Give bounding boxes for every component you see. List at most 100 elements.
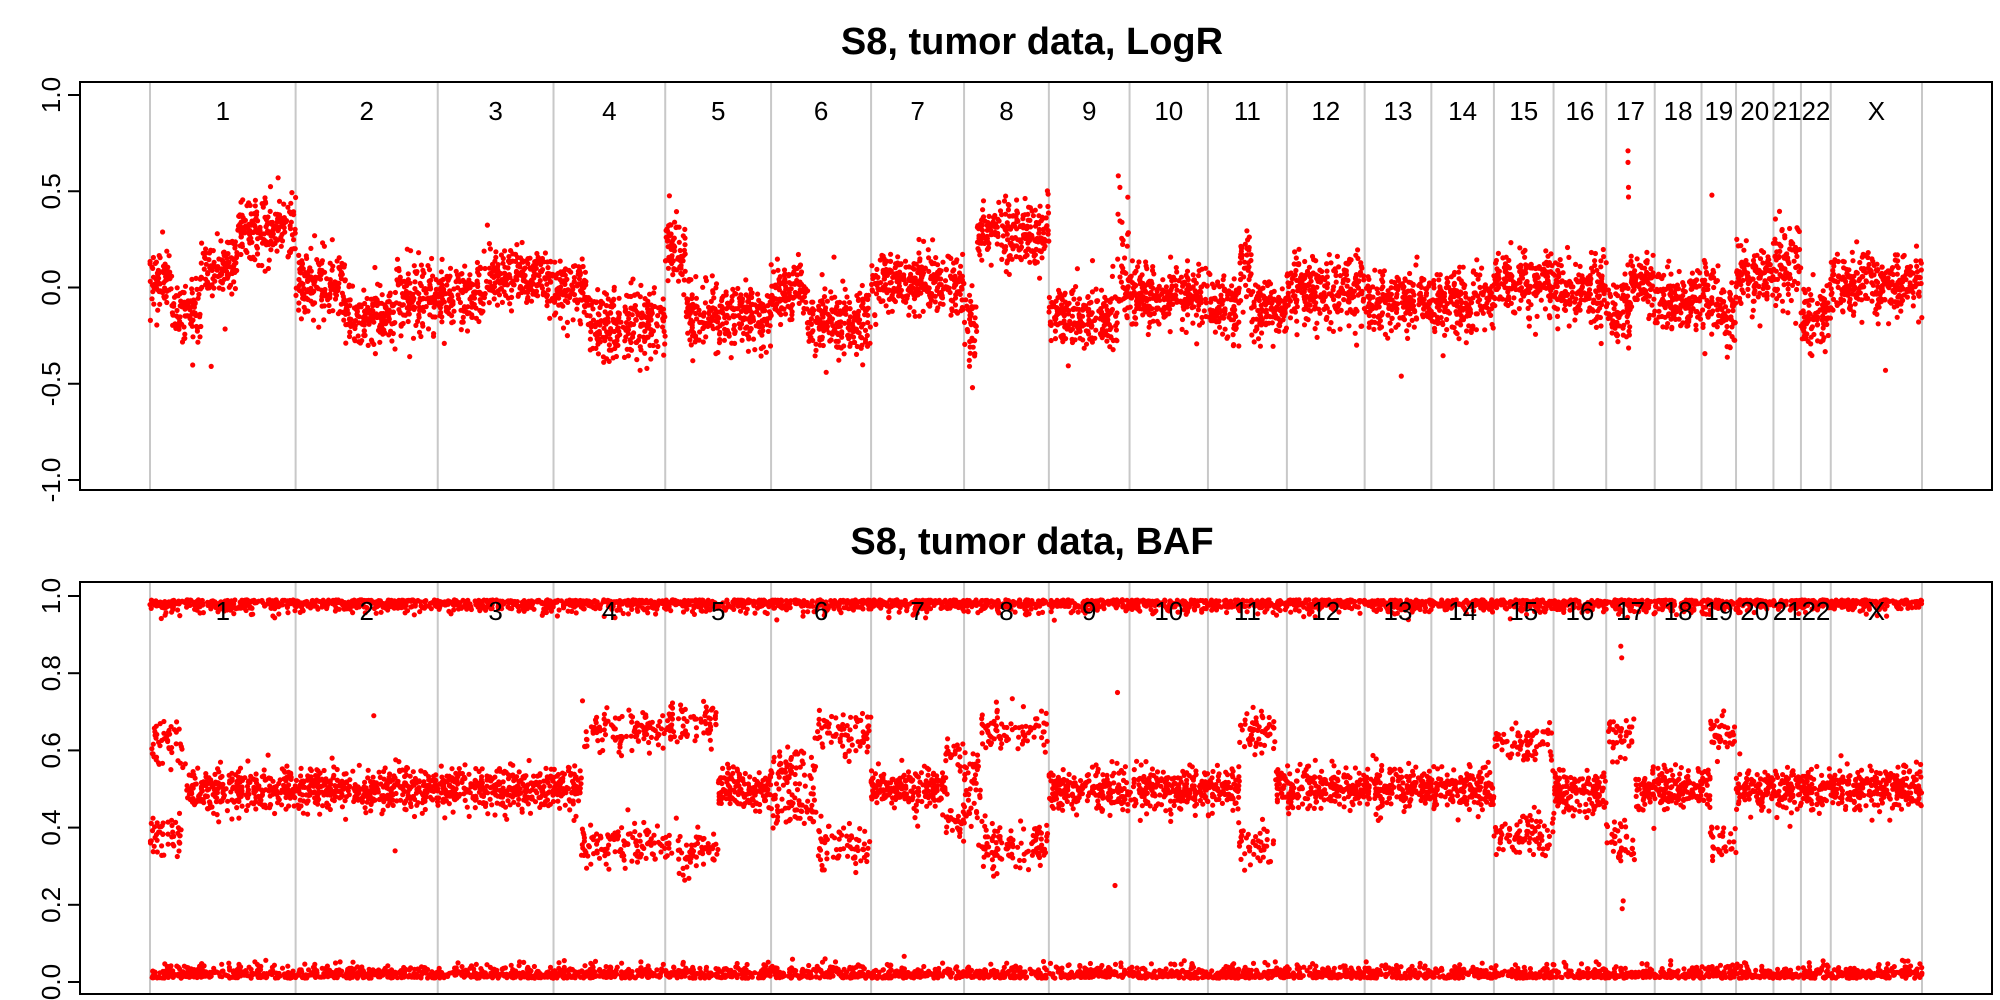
data-point [499, 299, 505, 305]
data-point [1526, 289, 1532, 295]
data-point [1277, 319, 1283, 325]
data-point [511, 282, 517, 288]
data-point [709, 273, 715, 279]
data-point [968, 298, 974, 304]
data-point [1488, 312, 1494, 318]
data-point [352, 338, 358, 344]
data-point [628, 293, 634, 300]
data-point [199, 240, 205, 246]
data-point [368, 307, 374, 313]
data-point [1601, 286, 1607, 292]
data-point [205, 270, 211, 276]
data-point [1074, 266, 1080, 272]
data-point [334, 258, 340, 264]
data-point [347, 297, 353, 303]
data-point [1346, 323, 1352, 329]
data-point [819, 309, 825, 316]
data-point [1564, 244, 1571, 251]
data-point [1375, 290, 1381, 296]
data-point [1109, 273, 1115, 279]
data-point [1258, 322, 1264, 328]
data-point [854, 316, 860, 322]
data-point [377, 322, 383, 328]
data-point [1071, 296, 1077, 302]
data-point [1545, 269, 1551, 275]
data-point [1566, 323, 1572, 329]
data-point [1046, 309, 1052, 315]
data-point [1594, 267, 1600, 273]
data-point [788, 286, 794, 292]
data-point [1556, 274, 1562, 280]
data-point [494, 302, 501, 308]
data-point [600, 354, 607, 360]
data-point [1454, 320, 1460, 326]
data-point [1180, 304, 1186, 310]
data-point [1031, 253, 1037, 259]
data-point [1085, 294, 1091, 300]
data-point [175, 315, 181, 321]
data-point [689, 302, 695, 308]
data-point [368, 337, 375, 343]
data-point [1592, 258, 1598, 264]
data-point [1062, 290, 1068, 296]
data-point [502, 248, 508, 254]
data-point [853, 351, 860, 357]
data-point [775, 267, 781, 273]
data-point [544, 298, 551, 304]
data-point [795, 251, 802, 258]
data-point [634, 357, 640, 363]
data-point [1268, 290, 1275, 296]
data-point [1059, 335, 1065, 341]
data-point [380, 310, 386, 317]
data-point [537, 256, 543, 262]
data-point [756, 312, 762, 318]
data-point [1614, 333, 1620, 339]
data-point [274, 248, 280, 254]
data-point [822, 286, 828, 292]
data-point [1092, 335, 1098, 341]
data-point [377, 329, 383, 335]
data-point [412, 286, 418, 292]
data-point [593, 345, 599, 351]
data-point [206, 285, 212, 291]
data-point [1693, 297, 1699, 303]
data-point [174, 307, 180, 314]
data-point [700, 284, 706, 290]
data-point [1113, 327, 1119, 333]
data-point [984, 222, 990, 229]
data-point [1395, 277, 1402, 284]
data-point [1077, 335, 1083, 341]
data-point [887, 280, 893, 286]
data-point [368, 296, 374, 302]
data-point [427, 312, 433, 318]
data-point [467, 285, 473, 291]
data-point [889, 308, 895, 314]
data-point [338, 272, 344, 278]
data-point [859, 335, 865, 341]
data-point [960, 279, 966, 285]
data-point [1492, 303, 1498, 309]
data-point [732, 330, 738, 336]
data-point [1457, 264, 1463, 270]
data-point [1220, 331, 1226, 337]
data-point [458, 307, 464, 313]
data-point [681, 277, 687, 283]
data-point [789, 309, 795, 315]
data-point [1086, 317, 1092, 323]
data-point [779, 306, 785, 312]
data-point [1257, 343, 1263, 349]
data-point [1263, 302, 1269, 308]
data-point [676, 239, 682, 245]
data-point [1140, 312, 1146, 318]
data-point [448, 303, 454, 309]
data-point [621, 354, 628, 360]
data-point [1173, 265, 1179, 271]
data-point [1314, 334, 1320, 340]
data-point [1613, 284, 1619, 290]
data-point [1127, 274, 1133, 280]
data-point [1010, 246, 1016, 252]
data-point [1386, 297, 1392, 303]
data-point [1570, 284, 1576, 290]
data-point [824, 298, 831, 304]
data-point [836, 357, 842, 363]
